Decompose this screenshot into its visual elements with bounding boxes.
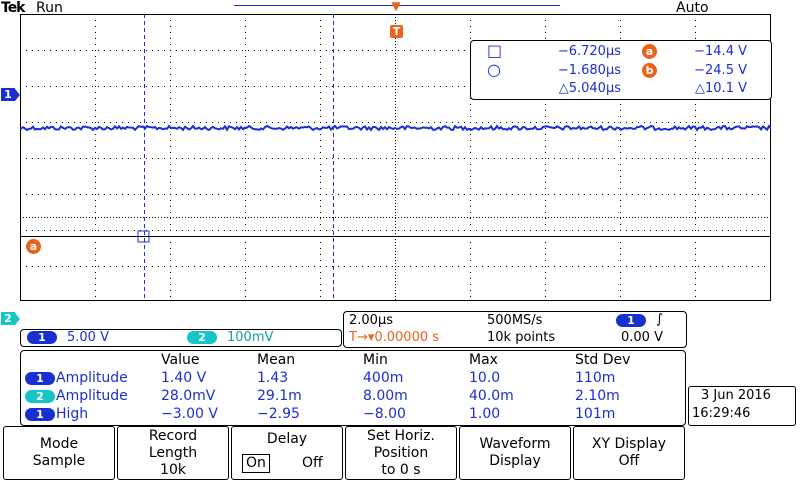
channel-scale-readout: 1 5.00 V 2 100mV xyxy=(20,329,342,347)
mode-label: Mode xyxy=(39,436,79,452)
brand-logo: Tek xyxy=(1,0,25,16)
trigger-slope-icon: ∫ xyxy=(656,312,663,327)
measurement-std: 2.10m xyxy=(575,388,620,404)
measurement-mean: −2.95 xyxy=(257,406,300,422)
measurement-name: High xyxy=(56,406,89,422)
xy-label-2: Off xyxy=(618,453,640,469)
acquisition-status: Run xyxy=(36,0,63,16)
measurement-source-badge: 1 xyxy=(25,408,55,421)
record-length-softkey[interactable]: Record Length 10k xyxy=(117,426,229,480)
square-cursor-icon: □ xyxy=(487,41,503,60)
trigger-source-badge: 1 xyxy=(616,314,646,327)
ch1-badge: 1 xyxy=(27,331,57,344)
delta-voltage: △10.1 V xyxy=(695,81,747,96)
cursor-square-marker xyxy=(137,230,150,243)
trigger-mode: Auto xyxy=(676,0,709,16)
delay-off-option[interactable]: Off xyxy=(302,455,323,471)
waveform-label-2: Display xyxy=(489,453,541,469)
measurement-value: −3.00 V xyxy=(161,406,218,422)
header-stddev: Std Dev xyxy=(575,352,631,368)
trigger-level: 0.00 V xyxy=(621,330,663,345)
cursor-a-badge: a xyxy=(642,44,657,59)
waveform-graticule xyxy=(20,14,771,301)
delay-label: Delay xyxy=(266,431,308,447)
delta-time: △5.040µs xyxy=(558,81,621,96)
measurement-max: 1.00 xyxy=(469,406,501,422)
record-value: 10k xyxy=(160,462,186,478)
delay-on-option[interactable]: On xyxy=(242,454,270,473)
xy-display-softkey[interactable]: XY Display Off xyxy=(573,426,685,480)
header-min: Min xyxy=(363,352,388,368)
measurement-mean: 1.43 xyxy=(257,370,289,386)
measurement-source-badge: 2 xyxy=(25,390,55,403)
waveform-display-softkey[interactable]: Waveform Display xyxy=(459,426,571,480)
measurement-std: 101m xyxy=(575,406,616,422)
header-max: Max xyxy=(469,352,498,368)
measurement-max: 40.0m xyxy=(469,388,514,404)
record-label-1: Record xyxy=(148,428,198,444)
circle-cursor-time: −1.680µs xyxy=(557,63,621,78)
mode-softkey[interactable]: Mode Sample xyxy=(3,426,115,480)
set-horiz-position-softkey[interactable]: Set Horiz. Position to 0 s xyxy=(345,426,457,480)
trigger-position: T→▾0.00000 s xyxy=(349,330,440,345)
ch2-scale[interactable]: 100mV xyxy=(227,330,274,345)
ch2-arrow-icon xyxy=(15,313,20,325)
sample-rate: 500MS/s xyxy=(487,313,543,328)
xy-label-1: XY Display xyxy=(591,436,667,452)
time: 16:29:46 xyxy=(692,406,751,421)
cursor-b-voltage: −24.5 V xyxy=(694,63,747,78)
ch2-ground-marker[interactable]: 2 xyxy=(1,312,15,325)
mode-value: Sample xyxy=(32,453,86,469)
trigger-position-icon: ▼ xyxy=(391,0,401,13)
record-view-bar xyxy=(234,5,560,6)
record-points: 10k points xyxy=(487,330,556,345)
delay-softkey[interactable]: Delay On Off xyxy=(231,426,343,480)
date: 3 Jun 2016 xyxy=(701,388,771,403)
circle-cursor-icon: ○ xyxy=(487,60,501,79)
measurement-name: Amplitude xyxy=(56,388,128,404)
measurement-max: 10.0 xyxy=(469,370,501,386)
measurement-min: −8.00 xyxy=(363,406,406,422)
ch2-badge: 2 xyxy=(187,331,217,344)
horiz-label-3: to 0 s xyxy=(381,462,421,478)
measurement-table: Value Mean Min Max Std Dev 1 Amplitude 1.4… xyxy=(20,350,686,426)
header-mean: Mean xyxy=(257,352,296,368)
measurement-value: 1.40 V xyxy=(161,370,207,386)
cursor-a-marker: a xyxy=(26,239,41,254)
measurement-min: 8.00m xyxy=(363,388,408,404)
cursor-a-voltage: −14.4 V xyxy=(694,44,747,59)
header-value: Value xyxy=(161,352,200,368)
ch1-waveform xyxy=(20,124,771,132)
measurement-std: 110m xyxy=(575,370,616,386)
time-per-div: 2.00µs xyxy=(349,313,393,328)
ch1-arrow-icon xyxy=(15,89,20,101)
cursor-b-badge: b xyxy=(642,63,657,78)
horizontal-trigger-readout: 2.00µs 500MS/s 1 ∫ T→▾0.00000 s 10k poin… xyxy=(343,311,687,348)
measurement-name: Amplitude xyxy=(56,370,128,386)
measurement-min: 400m xyxy=(363,370,404,386)
waveform-label-1: Waveform xyxy=(479,436,551,452)
cursor-readout: □ −6.720µs a −14.4 V ○ −1.680µs b −24.5 … xyxy=(470,40,772,100)
measurement-mean: 29.1m xyxy=(257,388,302,404)
datetime-box: 3 Jun 2016 16:29:46 xyxy=(688,386,796,426)
measurement-value: 28.0mV xyxy=(161,388,216,404)
ch1-scale[interactable]: 5.00 V xyxy=(67,330,109,345)
measurement-source-badge: 1 xyxy=(25,372,55,385)
record-label-2: Length xyxy=(148,445,198,461)
ch1-ground-marker[interactable]: 1 xyxy=(1,88,15,101)
square-cursor-time: −6.720µs xyxy=(557,44,621,59)
trigger-marker[interactable]: T xyxy=(390,25,403,38)
horiz-label-2: Position xyxy=(373,445,429,461)
horiz-label-1: Set Horiz. xyxy=(367,428,435,444)
